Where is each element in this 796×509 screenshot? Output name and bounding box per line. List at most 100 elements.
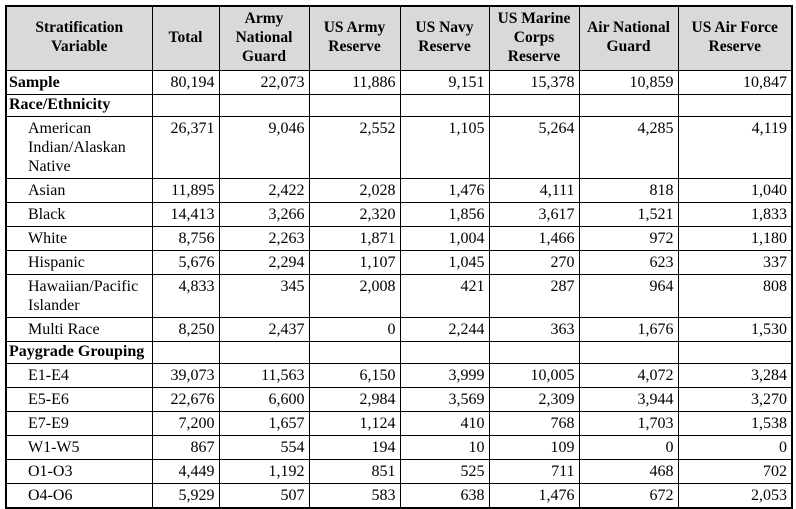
row-label: Multi Race — [5, 316, 153, 342]
cell-value — [308, 93, 401, 117]
cell-value: 14,413 — [151, 201, 220, 227]
row-label: Sample — [5, 69, 153, 95]
cell-value — [399, 340, 490, 364]
column-header-us-marine-corps-reserve: US Marine Corps Reserve — [488, 5, 580, 71]
cell-value: 2,984 — [308, 386, 401, 412]
cell-value: 3,270 — [677, 386, 793, 412]
cell-value: 507 — [218, 482, 310, 509]
cell-value: 525 — [399, 458, 490, 484]
row-label: O4-O6 — [5, 482, 153, 509]
cell-value: 22,676 — [151, 386, 220, 412]
cell-value — [399, 93, 490, 117]
row-label: E5-E6 — [5, 386, 153, 412]
cell-value: 2,320 — [308, 201, 401, 227]
column-header-total: Total — [151, 5, 220, 71]
column-header-stratification-variable: Stratification Variable — [5, 5, 153, 71]
cell-value: 421 — [399, 273, 490, 318]
cell-value: 3,569 — [399, 386, 490, 412]
row-label: E1-E4 — [5, 362, 153, 388]
row-label: Black — [5, 201, 153, 227]
cell-value: 10,847 — [677, 69, 793, 95]
row-label: Asian — [5, 177, 153, 203]
cell-value — [578, 93, 679, 117]
cell-value: 4,833 — [151, 273, 220, 318]
table-row: Hawaiian/Pacific Islander 4,833 345 2,008 42… — [5, 273, 793, 318]
table-row: American Indian/Alaskan Native 26,371 9,04… — [5, 115, 793, 179]
cell-value: 80,194 — [151, 69, 220, 95]
cell-value: 2,437 — [218, 316, 310, 342]
table-row: Sample 80,194 22,073 11,886 9,151 15,378 10,85… — [5, 69, 793, 95]
table-header-row: Stratification Variable Total Army Natio… — [5, 5, 793, 71]
cell-value: 11,886 — [308, 69, 401, 95]
cell-value: 1,657 — [218, 410, 310, 436]
row-label: Hawaiian/Pacific Islander — [5, 273, 153, 318]
cell-value: 2,028 — [308, 177, 401, 203]
column-header-us-army-reserve: US Army Reserve — [308, 5, 401, 71]
table-body: Sample 80,194 22,073 11,886 9,151 15,378 10,85… — [5, 69, 793, 509]
cell-value: 10,005 — [488, 362, 580, 388]
cell-value: 672 — [578, 482, 679, 509]
cell-value: 5,676 — [151, 249, 220, 275]
table-row: Asian 11,895 2,422 2,028 1,476 4,111 818 1,040 — [5, 177, 793, 203]
cell-value: 11,895 — [151, 177, 220, 203]
cell-value — [578, 340, 679, 364]
table-row: W1-W5 867 554 194 10 109 0 0 — [5, 434, 793, 460]
row-label: Hispanic — [5, 249, 153, 275]
cell-value: 8,250 — [151, 316, 220, 342]
cell-value: 9,046 — [218, 115, 310, 179]
column-header-air-national-guard: Air National Guard — [578, 5, 679, 71]
cell-value: 1,040 — [677, 177, 793, 203]
cell-value: 867 — [151, 434, 220, 460]
cell-value: 4,119 — [677, 115, 793, 179]
cell-value: 15,378 — [488, 69, 580, 95]
cell-value: 0 — [677, 434, 793, 460]
table-row: White 8,756 2,263 1,871 1,004 1,466 972 1,180 — [5, 225, 793, 251]
cell-value: 711 — [488, 458, 580, 484]
cell-value: 1,871 — [308, 225, 401, 251]
page: Stratification Variable Total Army Natio… — [5, 5, 793, 509]
cell-value: 3,266 — [218, 201, 310, 227]
cell-value: 1,833 — [677, 201, 793, 227]
cell-value: 1,192 — [218, 458, 310, 484]
cell-value: 1,476 — [488, 482, 580, 509]
cell-value: 702 — [677, 458, 793, 484]
table-row: Multi Race 8,250 2,437 0 2,244 363 1,676 1,530 — [5, 316, 793, 342]
cell-value: 638 — [399, 482, 490, 509]
table-row: E1-E4 39,073 11,563 6,150 3,999 10,005 4,072 3,… — [5, 362, 793, 388]
table-row: E5-E6 22,676 6,600 2,984 3,569 2,309 3,944 3,27… — [5, 386, 793, 412]
cell-value: 2,053 — [677, 482, 793, 509]
cell-value: 270 — [488, 249, 580, 275]
cell-value: 4,449 — [151, 458, 220, 484]
cell-value: 22,073 — [218, 69, 310, 95]
cell-value: 468 — [578, 458, 679, 484]
cell-value: 2,552 — [308, 115, 401, 179]
cell-value: 1,538 — [677, 410, 793, 436]
table-row: Black 14,413 3,266 2,320 1,856 3,617 1,521 1,83… — [5, 201, 793, 227]
cell-value: 3,617 — [488, 201, 580, 227]
cell-value — [677, 340, 793, 364]
cell-value: 3,999 — [399, 362, 490, 388]
cell-value: 4,111 — [488, 177, 580, 203]
row-label: Race/Ethnicity — [5, 93, 153, 117]
cell-value: 1,676 — [578, 316, 679, 342]
cell-value: 554 — [218, 434, 310, 460]
table-row: Hispanic 5,676 2,294 1,107 1,045 270 623 337 — [5, 249, 793, 275]
table-row: Race/Ethnicity — [5, 93, 793, 117]
cell-value: 4,285 — [578, 115, 679, 179]
cell-value: 623 — [578, 249, 679, 275]
row-label: White — [5, 225, 153, 251]
cell-value: 410 — [399, 410, 490, 436]
column-header-us-air-force-reserve: US Air Force Reserve — [677, 5, 793, 71]
cell-value: 5,264 — [488, 115, 580, 179]
cell-value: 851 — [308, 458, 401, 484]
cell-value: 1,466 — [488, 225, 580, 251]
row-label: O1-O3 — [5, 458, 153, 484]
cell-value: 1,105 — [399, 115, 490, 179]
cell-value: 1,530 — [677, 316, 793, 342]
cell-value: 7,200 — [151, 410, 220, 436]
cell-value: 2,008 — [308, 273, 401, 318]
cell-value: 1,476 — [399, 177, 490, 203]
cell-value: 1,856 — [399, 201, 490, 227]
cell-value: 5,929 — [151, 482, 220, 509]
cell-value: 1,107 — [308, 249, 401, 275]
